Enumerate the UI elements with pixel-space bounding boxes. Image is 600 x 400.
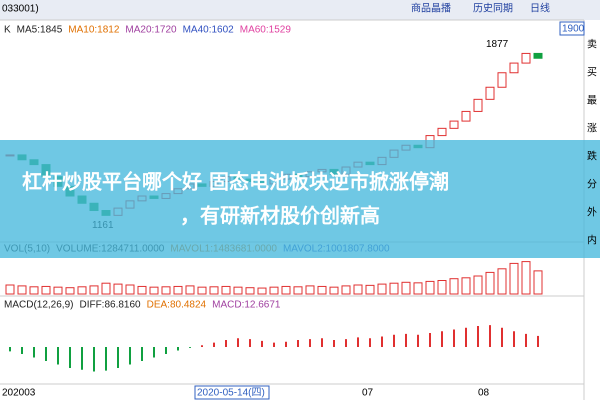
volume-bar	[293, 286, 303, 295]
side-label[interactable]: 卖	[587, 39, 597, 51]
legend-item: MA5:1845	[17, 25, 63, 36]
tab[interactable]: 日线	[530, 2, 550, 15]
volume-bar	[305, 285, 315, 295]
legend-item: MA10:1812	[68, 25, 120, 36]
volume-bar	[449, 278, 459, 295]
side-label[interactable]: 涨	[587, 123, 597, 135]
volume-bar	[509, 262, 519, 295]
stock-code: 033001)	[2, 4, 39, 15]
volume-bar	[317, 285, 327, 295]
volume-bar	[461, 277, 471, 295]
candle	[509, 62, 519, 74]
legend-item: MA60:1529	[240, 25, 292, 36]
volume-bar	[521, 261, 531, 295]
side-label[interactable]: 内	[587, 234, 597, 247]
side-label[interactable]: 分	[587, 179, 597, 191]
x-label: 07	[362, 388, 374, 399]
date-box	[194, 385, 270, 400]
side-label[interactable]: 外	[587, 207, 597, 219]
price-box-text: 1900	[562, 24, 585, 35]
volume-bar	[485, 271, 495, 295]
volume-bar	[233, 286, 243, 295]
side-label[interactable]: 跌	[587, 150, 597, 163]
x-label: 202003	[2, 388, 36, 399]
volume-bar	[245, 287, 255, 295]
volume-bar	[341, 285, 351, 295]
legend-item: DEA:80.4824	[147, 300, 207, 311]
banner-line: 杠杆炒股平台哪个好 固态电池板块逆市掀涨停潮	[22, 170, 449, 194]
legend-item: MA40:1602	[183, 25, 235, 36]
x-label: 08	[478, 388, 490, 399]
volume-bar	[353, 284, 363, 295]
side-label[interactable]: 最	[587, 95, 597, 107]
volume-bar	[89, 285, 99, 295]
volume-bar	[137, 285, 147, 295]
candle	[437, 127, 447, 137]
volume-bar	[221, 285, 231, 295]
volume-bar	[161, 286, 171, 295]
volume-bar	[377, 283, 387, 295]
volume-bar	[209, 286, 219, 295]
tab[interactable]: 商品晶播	[411, 2, 451, 15]
volume-bar	[329, 286, 339, 295]
candle	[521, 52, 531, 64]
x-label: 2020-05-14(四)	[197, 388, 265, 399]
volume-bar	[425, 280, 435, 295]
volume-bar	[389, 282, 399, 295]
legend-item: K	[4, 25, 11, 36]
volume-bar	[101, 282, 111, 295]
volume-bar	[65, 287, 75, 295]
volume-bar	[269, 286, 279, 295]
legend-item: MA20:1720	[125, 25, 177, 36]
volume-bar	[149, 286, 159, 295]
candle	[449, 120, 459, 129]
banner	[0, 140, 600, 258]
volume-bar	[29, 286, 39, 295]
volume-bar	[197, 286, 207, 295]
volume-bar	[77, 286, 87, 295]
volume-bar	[257, 287, 267, 295]
volume-bar	[41, 285, 51, 295]
legend-item: MACD:12.6671	[212, 300, 281, 311]
volume-bar	[53, 286, 63, 295]
price-box	[559, 21, 585, 36]
legend-item: DIFF:86.8160	[79, 300, 141, 311]
candle	[485, 86, 495, 100]
high-label: 1877	[486, 39, 509, 50]
side-label[interactable]: 买	[587, 67, 597, 79]
candle	[497, 72, 507, 88]
volume-bar	[17, 285, 27, 295]
volume-bar	[365, 284, 375, 295]
candle	[473, 98, 483, 112]
volume-bar	[401, 281, 411, 295]
banner-line: ，有研新材股价创新高	[180, 204, 380, 228]
volume-bar	[437, 280, 447, 295]
volume-bar	[5, 284, 15, 295]
candle	[533, 52, 543, 59]
top-bar	[0, 0, 600, 20]
volume-bar	[281, 285, 291, 295]
volume-bar	[185, 285, 195, 295]
volume-bar	[113, 283, 123, 295]
volume-bar	[413, 282, 423, 295]
legend-item: MACD(12,26,9)	[4, 300, 73, 311]
volume-bar	[473, 275, 483, 295]
tab[interactable]: 历史同期	[473, 3, 513, 15]
candle	[461, 110, 471, 122]
volume-bar	[497, 268, 507, 295]
volume-bar	[125, 284, 135, 295]
volume-bar	[533, 270, 543, 295]
volume-bar	[173, 285, 183, 295]
